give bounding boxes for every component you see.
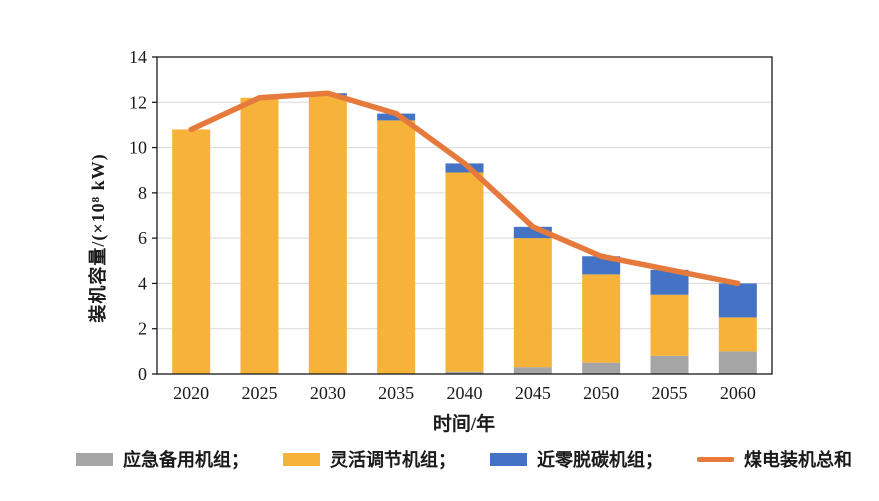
y-tick-label: 10 — [129, 138, 147, 158]
legend-swatch-blue — [490, 452, 527, 466]
bar-segment-近零脱碳机组-2040 — [445, 163, 484, 173]
legend-item-emergency-backup-units: 应急备用机组； — [76, 446, 249, 472]
x-tick-label: 2055 — [652, 383, 688, 403]
legend-swatch-orange-line — [697, 456, 734, 462]
legend-label: 应急备用机组； — [123, 450, 249, 470]
legend-item-near-zero-decarbonized-units: 近零脱碳机组； — [490, 446, 663, 472]
bar-segment-近零脱碳机组-2060 — [718, 283, 757, 318]
y-tick-label: 12 — [129, 92, 147, 112]
y-tick-label: 14 — [129, 47, 147, 67]
legend: 应急备用机组； 灵活调节机组； 近零脱碳机组； 煤电装机总和 — [76, 446, 852, 472]
line-series-煤电装机总和 — [188, 90, 741, 287]
legend-swatch-yellow — [283, 452, 320, 466]
y-tick-label: 0 — [138, 364, 147, 384]
y-tick-label: 2 — [138, 319, 147, 339]
bar-segment-灵活调节机组-2025 — [240, 97, 279, 374]
x-tick-label: 2050 — [583, 383, 619, 403]
bar-segment-灵活调节机组-2045 — [513, 238, 552, 368]
x-tick-label: 2025 — [242, 383, 278, 403]
y-tick-label: 4 — [138, 273, 147, 293]
legend-item-coal-power-total: 煤电装机总和 — [697, 446, 852, 472]
bar-segment-灵活调节机组-2060 — [718, 317, 757, 352]
x-tick-label: 2060 — [720, 383, 756, 403]
x-tick-label: 2045 — [515, 383, 551, 403]
bar-segment-近零脱碳机组-2045 — [513, 226, 552, 239]
legend-item-flexible-regulation-units: 灵活调节机组； — [283, 446, 456, 472]
y-tick-label: 8 — [138, 183, 147, 203]
legend-label: 煤电装机总和 — [744, 450, 852, 470]
legend-label: 灵活调节机组； — [330, 450, 456, 470]
bar-segment-灵活调节机组-2040 — [445, 172, 484, 372]
x-tick-label: 2040 — [447, 383, 483, 403]
y-axis-title: 装机容量/(×10⁸ kW) — [88, 153, 108, 323]
plot-frame — [156, 56, 773, 375]
bar-segment-应急备用机组-2045 — [513, 367, 552, 374]
x-axis-title: 时间/年 — [432, 414, 496, 435]
bar-segment-灵活调节机组-2050 — [582, 274, 621, 363]
bar-segment-应急备用机组-2055 — [650, 355, 689, 374]
y-tick-label: 6 — [138, 228, 147, 248]
bar-segment-灵活调节机组-2020 — [172, 129, 211, 374]
bar-segment-应急备用机组-2060 — [718, 351, 757, 374]
x-tick-label: 2035 — [378, 383, 414, 403]
bar-segment-灵活调节机组-2030 — [308, 95, 347, 374]
bar-segment-应急备用机组-2050 — [582, 362, 621, 374]
x-tick-label: 2030 — [310, 383, 346, 403]
bar-segment-应急备用机组-2040 — [445, 371, 484, 374]
x-tick-label: 2020 — [173, 383, 209, 403]
bar-segment-灵活调节机组-2055 — [650, 294, 689, 356]
bar-segment-灵活调节机组-2035 — [377, 120, 416, 375]
legend-swatch-gray — [76, 452, 113, 466]
legend-label: 近零脱碳机组； — [537, 450, 663, 470]
